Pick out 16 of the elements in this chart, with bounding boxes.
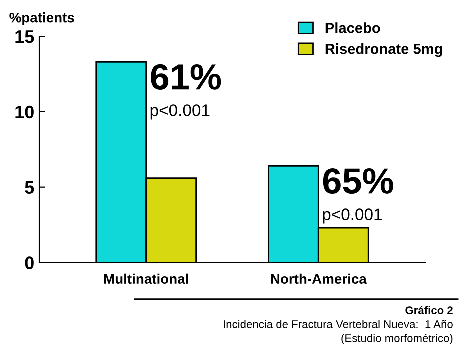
y-tick-label: 10 — [16, 106, 34, 119]
legend-label: Placebo — [326, 22, 380, 34]
legend-label: Risedronate 5mg — [326, 44, 442, 58]
annotation: p<0.001 — [150, 104, 210, 120]
annotation: 61% — [151, 64, 222, 90]
y-axis-title: %patients — [10, 12, 74, 26]
text: (Estudio morfométrico) — [342, 334, 453, 345]
annotation: 65% — [323, 168, 394, 194]
x-tick-label: Multinational — [104, 274, 188, 284]
x-tick-label: North-America — [271, 274, 367, 284]
annotation: p<0.001 — [323, 208, 382, 224]
y-tick-label: 5 — [25, 181, 34, 194]
text: Gráfico 2 — [406, 306, 453, 314]
y-tick-label: 15 — [16, 30, 34, 44]
text: Incidencia de Fractura Vertebral Nueva: 1 Año — [224, 320, 453, 328]
y-tick-label: 0 — [25, 256, 34, 270]
